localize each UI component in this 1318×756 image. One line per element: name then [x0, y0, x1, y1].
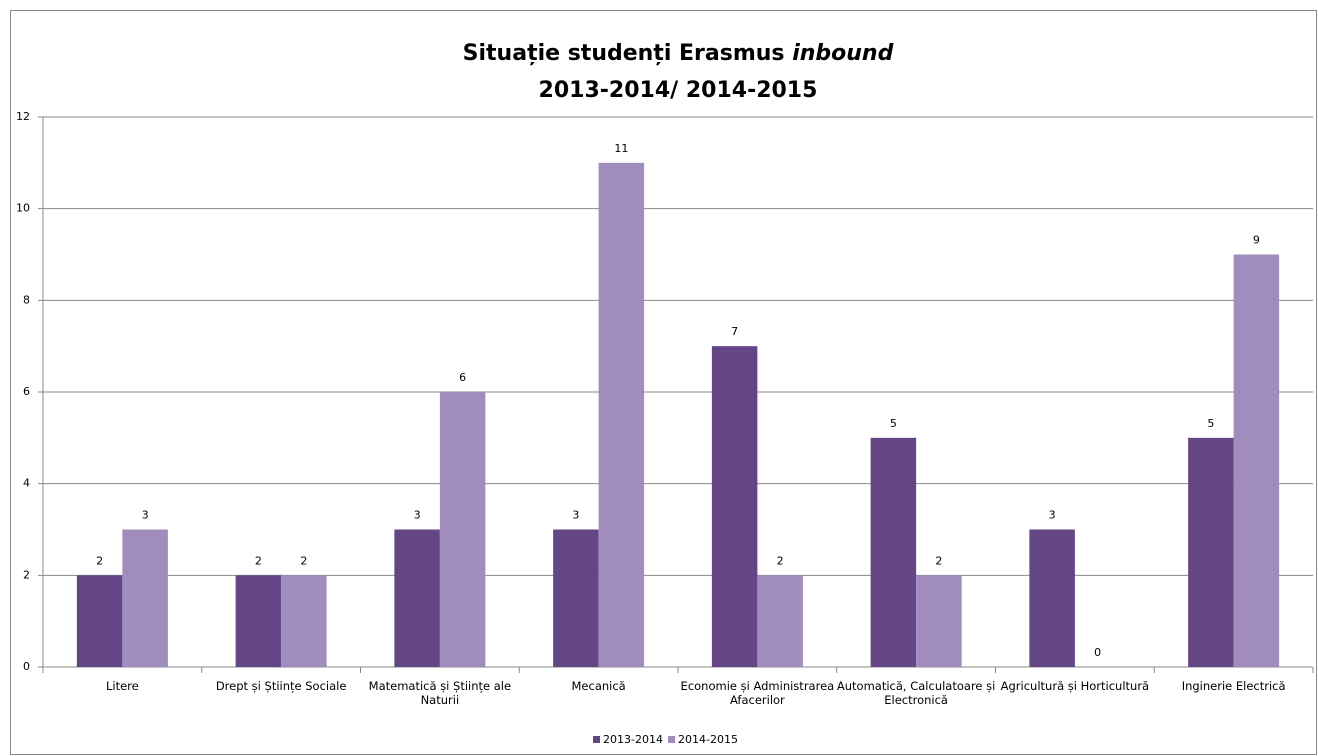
- x-tick-label: Litere: [106, 679, 139, 693]
- bar: [553, 529, 599, 667]
- value-label: 11: [614, 142, 628, 155]
- legend-swatch: [593, 736, 600, 743]
- bar: [1233, 254, 1280, 667]
- bar: [394, 529, 440, 667]
- legend-swatch: [668, 736, 675, 743]
- bar: [76, 575, 123, 667]
- bar: [281, 575, 327, 667]
- legend-label: 2013-2014: [603, 733, 663, 746]
- bar: [235, 575, 282, 667]
- value-label: 2: [935, 554, 942, 567]
- y-tick-label: 12: [16, 110, 30, 123]
- x-tick-label: Economie și Administrarea Afacerilor: [680, 679, 835, 707]
- bar: [757, 575, 803, 667]
- value-label: 0: [1094, 646, 1101, 659]
- y-tick-label: 2: [23, 568, 30, 581]
- bar: [711, 346, 758, 667]
- x-tick-label: Mecanică: [571, 679, 626, 693]
- value-label: 2: [255, 554, 262, 567]
- y-tick-label: 4: [23, 477, 30, 490]
- x-tick-label: Drept și Științe Sociale: [215, 679, 347, 693]
- title-emphasis: inbound: [792, 41, 893, 66]
- bar: [1029, 529, 1075, 667]
- x-tick-label: Inginerie Electrică: [1181, 679, 1286, 693]
- value-label: 2: [300, 554, 307, 567]
- value-label: 3: [1049, 509, 1056, 522]
- y-tick-label: 0: [23, 660, 30, 673]
- bar: [870, 437, 917, 667]
- chart-border: [10, 10, 1317, 755]
- bar: [439, 392, 486, 667]
- value-label: 2: [96, 554, 103, 567]
- y-tick-label: 10: [16, 202, 30, 215]
- value-label: 3: [414, 509, 421, 522]
- value-label: 6: [459, 371, 466, 384]
- bar: [916, 575, 962, 667]
- x-tick-label: Automatică, Calculatoare și Electronică: [836, 679, 996, 707]
- value-label: 7: [731, 325, 738, 338]
- value-label: 9: [1253, 234, 1260, 247]
- bar: [122, 529, 168, 667]
- x-tick-label: Matematică și Științe ale Naturii: [368, 679, 512, 707]
- value-label: 3: [142, 509, 149, 522]
- y-tick-label: 6: [23, 385, 30, 398]
- x-tick-label: Agricultură și Horticultură: [1000, 679, 1150, 693]
- y-tick-label: 8: [23, 293, 30, 306]
- value-label: 3: [572, 509, 579, 522]
- bar: [1188, 437, 1234, 667]
- legend-label: 2014-2015: [678, 733, 738, 746]
- value-label: 5: [1207, 417, 1214, 430]
- bar: [598, 162, 645, 668]
- chart-subtitle: 2013-2014/ 2014-2015: [539, 78, 818, 103]
- value-label: 5: [890, 417, 897, 430]
- title-main: Situație studenți Erasmus: [463, 41, 785, 66]
- value-label: 2: [777, 554, 784, 567]
- chart-title: Situație studenți Erasmus inbound: [463, 41, 894, 66]
